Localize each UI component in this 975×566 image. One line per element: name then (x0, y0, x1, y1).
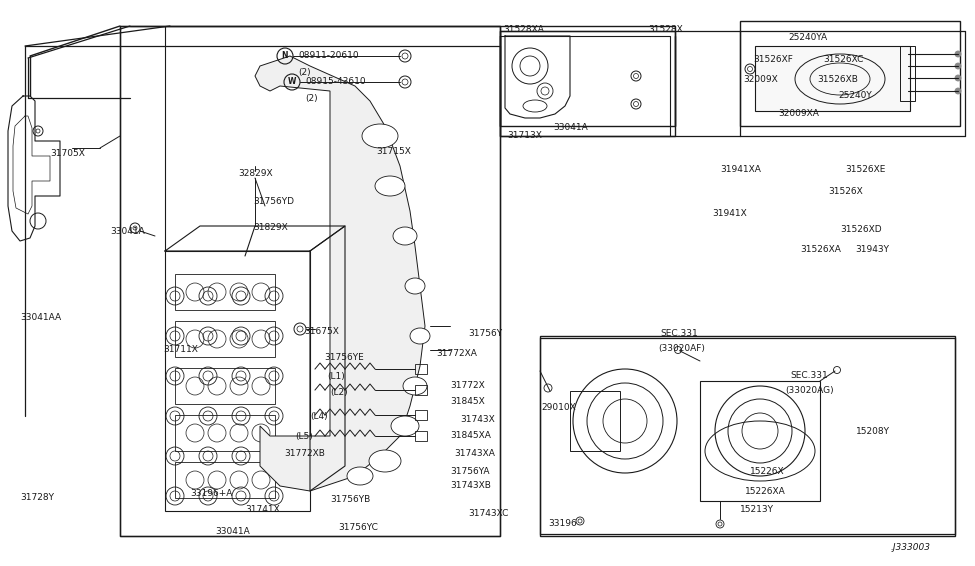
Text: (L4): (L4) (310, 411, 328, 421)
Ellipse shape (391, 416, 419, 436)
Text: 33041A: 33041A (110, 226, 144, 235)
Bar (415, 364, 427, 374)
Text: 15226X: 15226X (750, 468, 785, 477)
Ellipse shape (347, 467, 373, 485)
Ellipse shape (403, 377, 427, 395)
Text: 31743XA: 31743XA (454, 449, 495, 458)
Text: 31772XB: 31772XB (284, 449, 325, 458)
Text: 08911-20610: 08911-20610 (298, 52, 359, 61)
Bar (500, 31, 675, 136)
Text: 29010X: 29010X (541, 404, 576, 413)
Text: 31528X: 31528X (648, 24, 682, 33)
Bar (755, 46, 910, 111)
Text: N: N (282, 52, 289, 61)
Text: 31756YD: 31756YD (253, 196, 294, 205)
Text: 31741X: 31741X (245, 504, 280, 513)
Bar (415, 410, 427, 420)
Text: W: W (288, 78, 296, 87)
Ellipse shape (369, 450, 401, 472)
Text: (L2): (L2) (330, 388, 348, 397)
Text: 31711X: 31711X (163, 345, 198, 354)
Bar (175, 415, 275, 451)
Text: 31772XA: 31772XA (436, 349, 477, 358)
Text: 31526XB: 31526XB (817, 75, 858, 84)
Text: 31756YE: 31756YE (324, 354, 364, 362)
Text: 31743XC: 31743XC (468, 509, 508, 518)
Bar (120, 26, 500, 536)
Text: 31526XD: 31526XD (840, 225, 881, 234)
Ellipse shape (375, 176, 405, 196)
Text: (L1): (L1) (327, 371, 345, 380)
Bar (175, 462, 275, 498)
Text: 33041A: 33041A (215, 526, 250, 535)
Text: (2): (2) (298, 68, 311, 78)
Polygon shape (255, 56, 425, 491)
Bar (175, 321, 275, 357)
Text: 31715X: 31715X (376, 147, 410, 156)
Text: 31743X: 31743X (460, 414, 494, 423)
Ellipse shape (393, 227, 417, 245)
Text: (33020AG): (33020AG) (785, 387, 834, 396)
Circle shape (955, 51, 961, 57)
Text: 31675X: 31675X (304, 328, 339, 337)
Text: 25240Y: 25240Y (838, 92, 872, 101)
Bar (540, 336, 955, 536)
Bar (415, 431, 427, 441)
Text: 31772X: 31772X (450, 380, 485, 389)
Text: 33041A: 33041A (553, 123, 588, 132)
Text: 31713X: 31713X (507, 131, 542, 140)
Text: 31526XC: 31526XC (823, 54, 864, 63)
Text: 31526XA: 31526XA (800, 246, 840, 255)
Text: 31526X: 31526X (828, 187, 863, 195)
Text: 32829X: 32829X (238, 169, 273, 178)
Text: SEC.331: SEC.331 (790, 371, 828, 380)
Bar (165, 251, 310, 511)
Ellipse shape (362, 124, 398, 148)
Text: 33196+A: 33196+A (190, 490, 232, 499)
Text: 15208Y: 15208Y (856, 427, 890, 436)
Bar (500, 26, 675, 126)
Text: .J333003: .J333003 (890, 543, 930, 552)
Text: 08915-43610: 08915-43610 (305, 78, 366, 87)
Text: 31756YC: 31756YC (338, 522, 378, 531)
Circle shape (955, 88, 961, 94)
Text: (L5): (L5) (295, 431, 313, 440)
Text: 31941XA: 31941XA (720, 165, 760, 174)
Text: (33020AF): (33020AF) (658, 344, 705, 353)
Text: 31528XA: 31528XA (503, 24, 544, 33)
Ellipse shape (410, 328, 430, 344)
Text: 31756YB: 31756YB (330, 495, 370, 504)
Text: 25240YA: 25240YA (788, 33, 827, 42)
Circle shape (955, 63, 961, 69)
Text: 31756YA: 31756YA (450, 466, 489, 475)
Text: 31943Y: 31943Y (855, 246, 889, 255)
Text: (2): (2) (305, 93, 318, 102)
Text: 31941X: 31941X (712, 209, 747, 218)
Bar (570, 391, 620, 451)
Bar (175, 368, 275, 404)
Text: 31845XA: 31845XA (450, 431, 490, 440)
Text: 31526XF: 31526XF (753, 54, 793, 63)
Text: 31743XB: 31743XB (450, 482, 490, 491)
Text: 31705X: 31705X (50, 149, 85, 158)
Text: 31756Y: 31756Y (468, 329, 502, 338)
Text: 31829X: 31829X (253, 224, 288, 233)
Ellipse shape (405, 278, 425, 294)
Text: 15226XA: 15226XA (745, 487, 786, 495)
Circle shape (955, 75, 961, 81)
Bar (740, 21, 960, 126)
Bar (415, 385, 427, 395)
Text: 33196: 33196 (548, 518, 577, 528)
Text: 15213Y: 15213Y (740, 505, 774, 514)
Text: 32009X: 32009X (743, 75, 778, 84)
Text: 32009XA: 32009XA (778, 109, 819, 118)
Text: 31728Y: 31728Y (20, 494, 54, 503)
Text: 31526XE: 31526XE (845, 165, 885, 174)
Text: 33041AA: 33041AA (20, 314, 61, 323)
Bar (900, 46, 915, 101)
Bar (700, 381, 820, 501)
Text: 31845X: 31845X (450, 397, 485, 406)
Text: SEC.331: SEC.331 (660, 329, 698, 338)
Bar (175, 274, 275, 310)
